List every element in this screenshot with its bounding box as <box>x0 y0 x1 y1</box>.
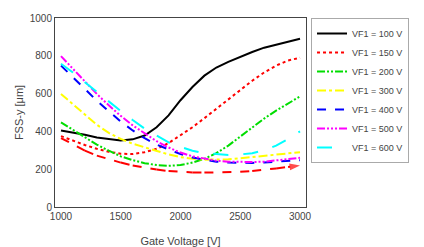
svg-text:1000: 1000 <box>50 211 73 222</box>
svg-text:VF1 = 150 V: VF1 = 150 V <box>352 48 402 58</box>
svg-text:200: 200 <box>35 164 52 175</box>
svg-text:3000: 3000 <box>289 211 312 222</box>
svg-text:400: 400 <box>35 126 52 137</box>
svg-text:VF1 = 300 V: VF1 = 300 V <box>352 86 402 96</box>
svg-text:VF1 = 200 V: VF1 = 200 V <box>352 67 402 77</box>
svg-text:2000: 2000 <box>169 211 192 222</box>
svg-text:Gate Voltage [V]: Gate Voltage [V] <box>140 235 220 247</box>
svg-text:FSS-y [μm]: FSS-y [μm] <box>13 85 25 140</box>
svg-text:1000: 1000 <box>30 13 53 24</box>
svg-text:600: 600 <box>35 88 52 99</box>
svg-text:2500: 2500 <box>229 211 252 222</box>
svg-text:800: 800 <box>35 50 52 61</box>
svg-text:VF1 = 400 V: VF1 = 400 V <box>352 105 402 115</box>
svg-text:0: 0 <box>46 202 52 213</box>
svg-text:VF1 = 500 V: VF1 = 500 V <box>352 124 402 134</box>
svg-text:VF1 = 100 V: VF1 = 100 V <box>352 29 402 39</box>
svg-text:1500: 1500 <box>110 211 133 222</box>
svg-text:VF1 = 600 V: VF1 = 600 V <box>352 143 402 153</box>
